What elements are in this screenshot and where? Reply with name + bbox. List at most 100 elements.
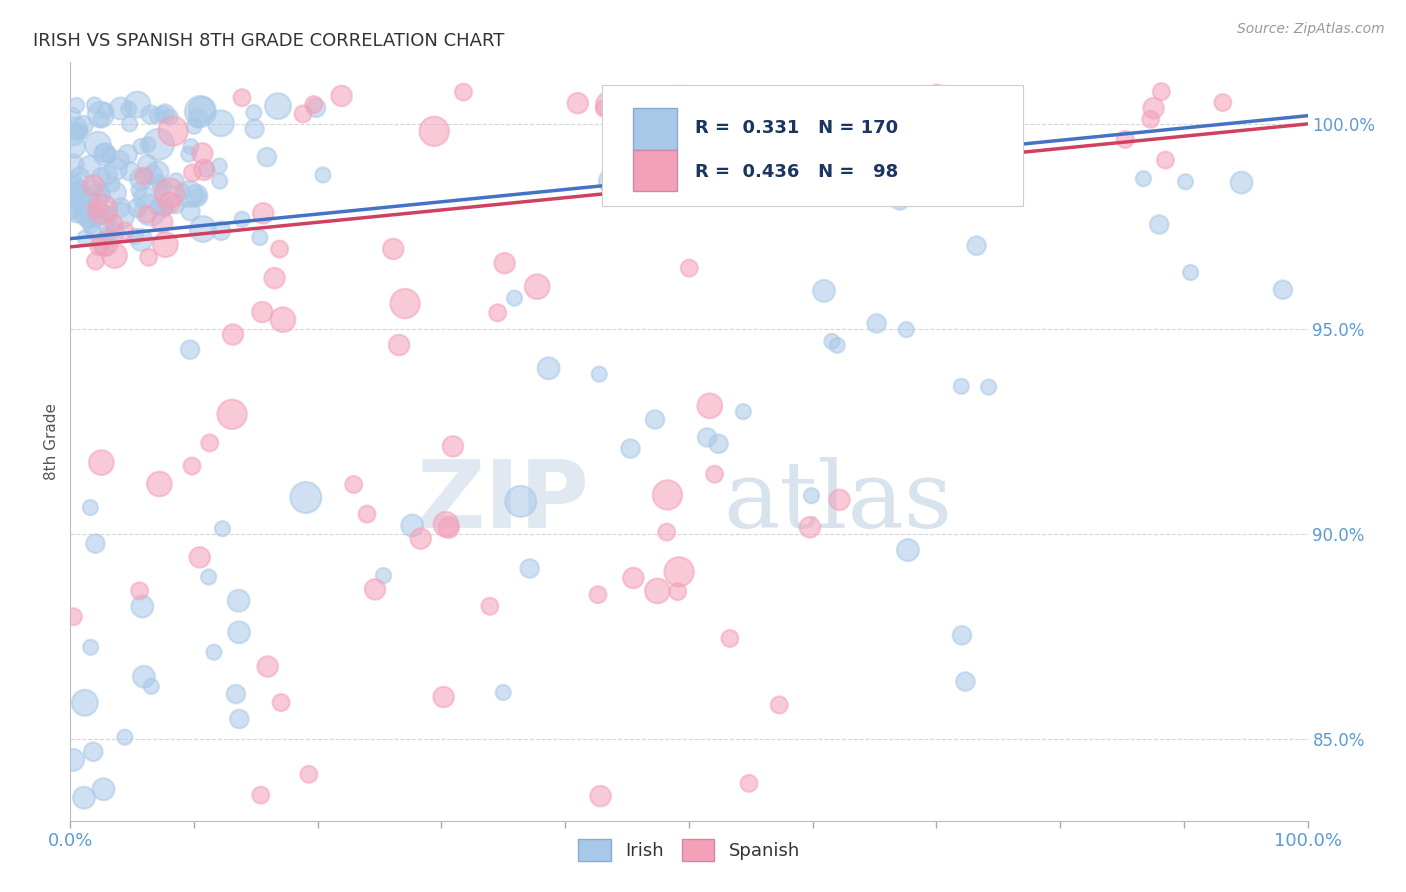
Point — [231, 212, 253, 227]
Point — [243, 122, 266, 136]
Point — [950, 379, 973, 393]
Point — [60, 190, 83, 204]
Point — [101, 177, 124, 191]
Point — [128, 183, 150, 197]
Point — [84, 211, 107, 225]
Point — [586, 588, 609, 602]
Point — [343, 477, 366, 491]
FancyBboxPatch shape — [633, 150, 676, 191]
Point — [96, 220, 118, 235]
Point — [188, 550, 211, 565]
Point — [688, 158, 710, 172]
Point — [162, 124, 184, 138]
Point — [1174, 175, 1197, 189]
Point — [846, 103, 869, 118]
Point — [120, 164, 142, 178]
Point — [208, 174, 231, 188]
Point — [67, 124, 90, 138]
Point — [211, 522, 233, 536]
Point — [401, 518, 423, 533]
Point — [537, 361, 560, 376]
Point — [91, 202, 114, 217]
Point — [977, 380, 1000, 394]
Point — [59, 205, 82, 219]
Point — [298, 767, 321, 781]
Point — [494, 256, 516, 270]
Point — [821, 334, 844, 349]
FancyBboxPatch shape — [633, 108, 676, 150]
Point — [148, 477, 170, 491]
Point — [66, 124, 89, 138]
Point — [98, 208, 121, 222]
Point — [644, 412, 666, 426]
Point — [153, 200, 176, 214]
Point — [62, 172, 84, 186]
Point — [65, 121, 87, 136]
Point — [231, 91, 253, 105]
Point — [110, 102, 132, 116]
Point — [62, 200, 84, 214]
Point — [678, 261, 700, 276]
Point — [136, 157, 159, 171]
Point — [626, 130, 648, 145]
Point — [181, 166, 204, 180]
Point — [269, 242, 291, 256]
Point — [87, 137, 110, 152]
Point — [132, 169, 155, 184]
Point — [190, 104, 212, 119]
Point — [153, 106, 176, 120]
Point — [198, 436, 221, 450]
Point — [526, 279, 548, 293]
Point — [82, 745, 104, 759]
Point — [962, 141, 984, 155]
Point — [62, 128, 84, 142]
Point — [149, 181, 172, 195]
Point — [696, 430, 718, 444]
Point — [187, 189, 209, 203]
Point — [228, 593, 250, 607]
Point — [70, 203, 93, 218]
Point — [643, 137, 665, 152]
Point — [89, 202, 111, 216]
Point — [979, 111, 1001, 125]
Point — [127, 97, 149, 112]
Point — [1150, 85, 1173, 99]
Point — [668, 565, 690, 579]
Point — [208, 159, 231, 173]
Point — [209, 116, 232, 130]
Point — [263, 271, 285, 285]
Point — [165, 197, 187, 211]
Point — [865, 317, 887, 331]
Point — [63, 140, 86, 154]
Point — [75, 201, 97, 215]
Point — [925, 86, 948, 100]
Point — [195, 162, 218, 177]
Point — [114, 731, 136, 745]
Point — [492, 685, 515, 699]
Point — [373, 568, 395, 582]
Point — [718, 632, 741, 646]
Point — [136, 137, 159, 152]
Point — [256, 150, 278, 164]
Point — [129, 233, 152, 247]
Point — [828, 492, 851, 507]
Point — [197, 570, 219, 584]
Point — [93, 239, 115, 253]
Point — [897, 543, 920, 558]
Point — [889, 194, 911, 208]
Point — [356, 507, 378, 521]
Point — [766, 155, 789, 169]
Point — [129, 172, 152, 186]
Point — [1132, 171, 1154, 186]
Point — [139, 203, 162, 218]
Point — [598, 97, 620, 112]
Point — [146, 165, 169, 179]
Point — [159, 195, 181, 210]
Point — [84, 254, 107, 268]
Point — [118, 102, 141, 116]
Point — [97, 168, 120, 182]
Point — [96, 206, 118, 220]
Point — [181, 459, 204, 474]
Point — [97, 148, 120, 162]
Point — [271, 312, 294, 326]
